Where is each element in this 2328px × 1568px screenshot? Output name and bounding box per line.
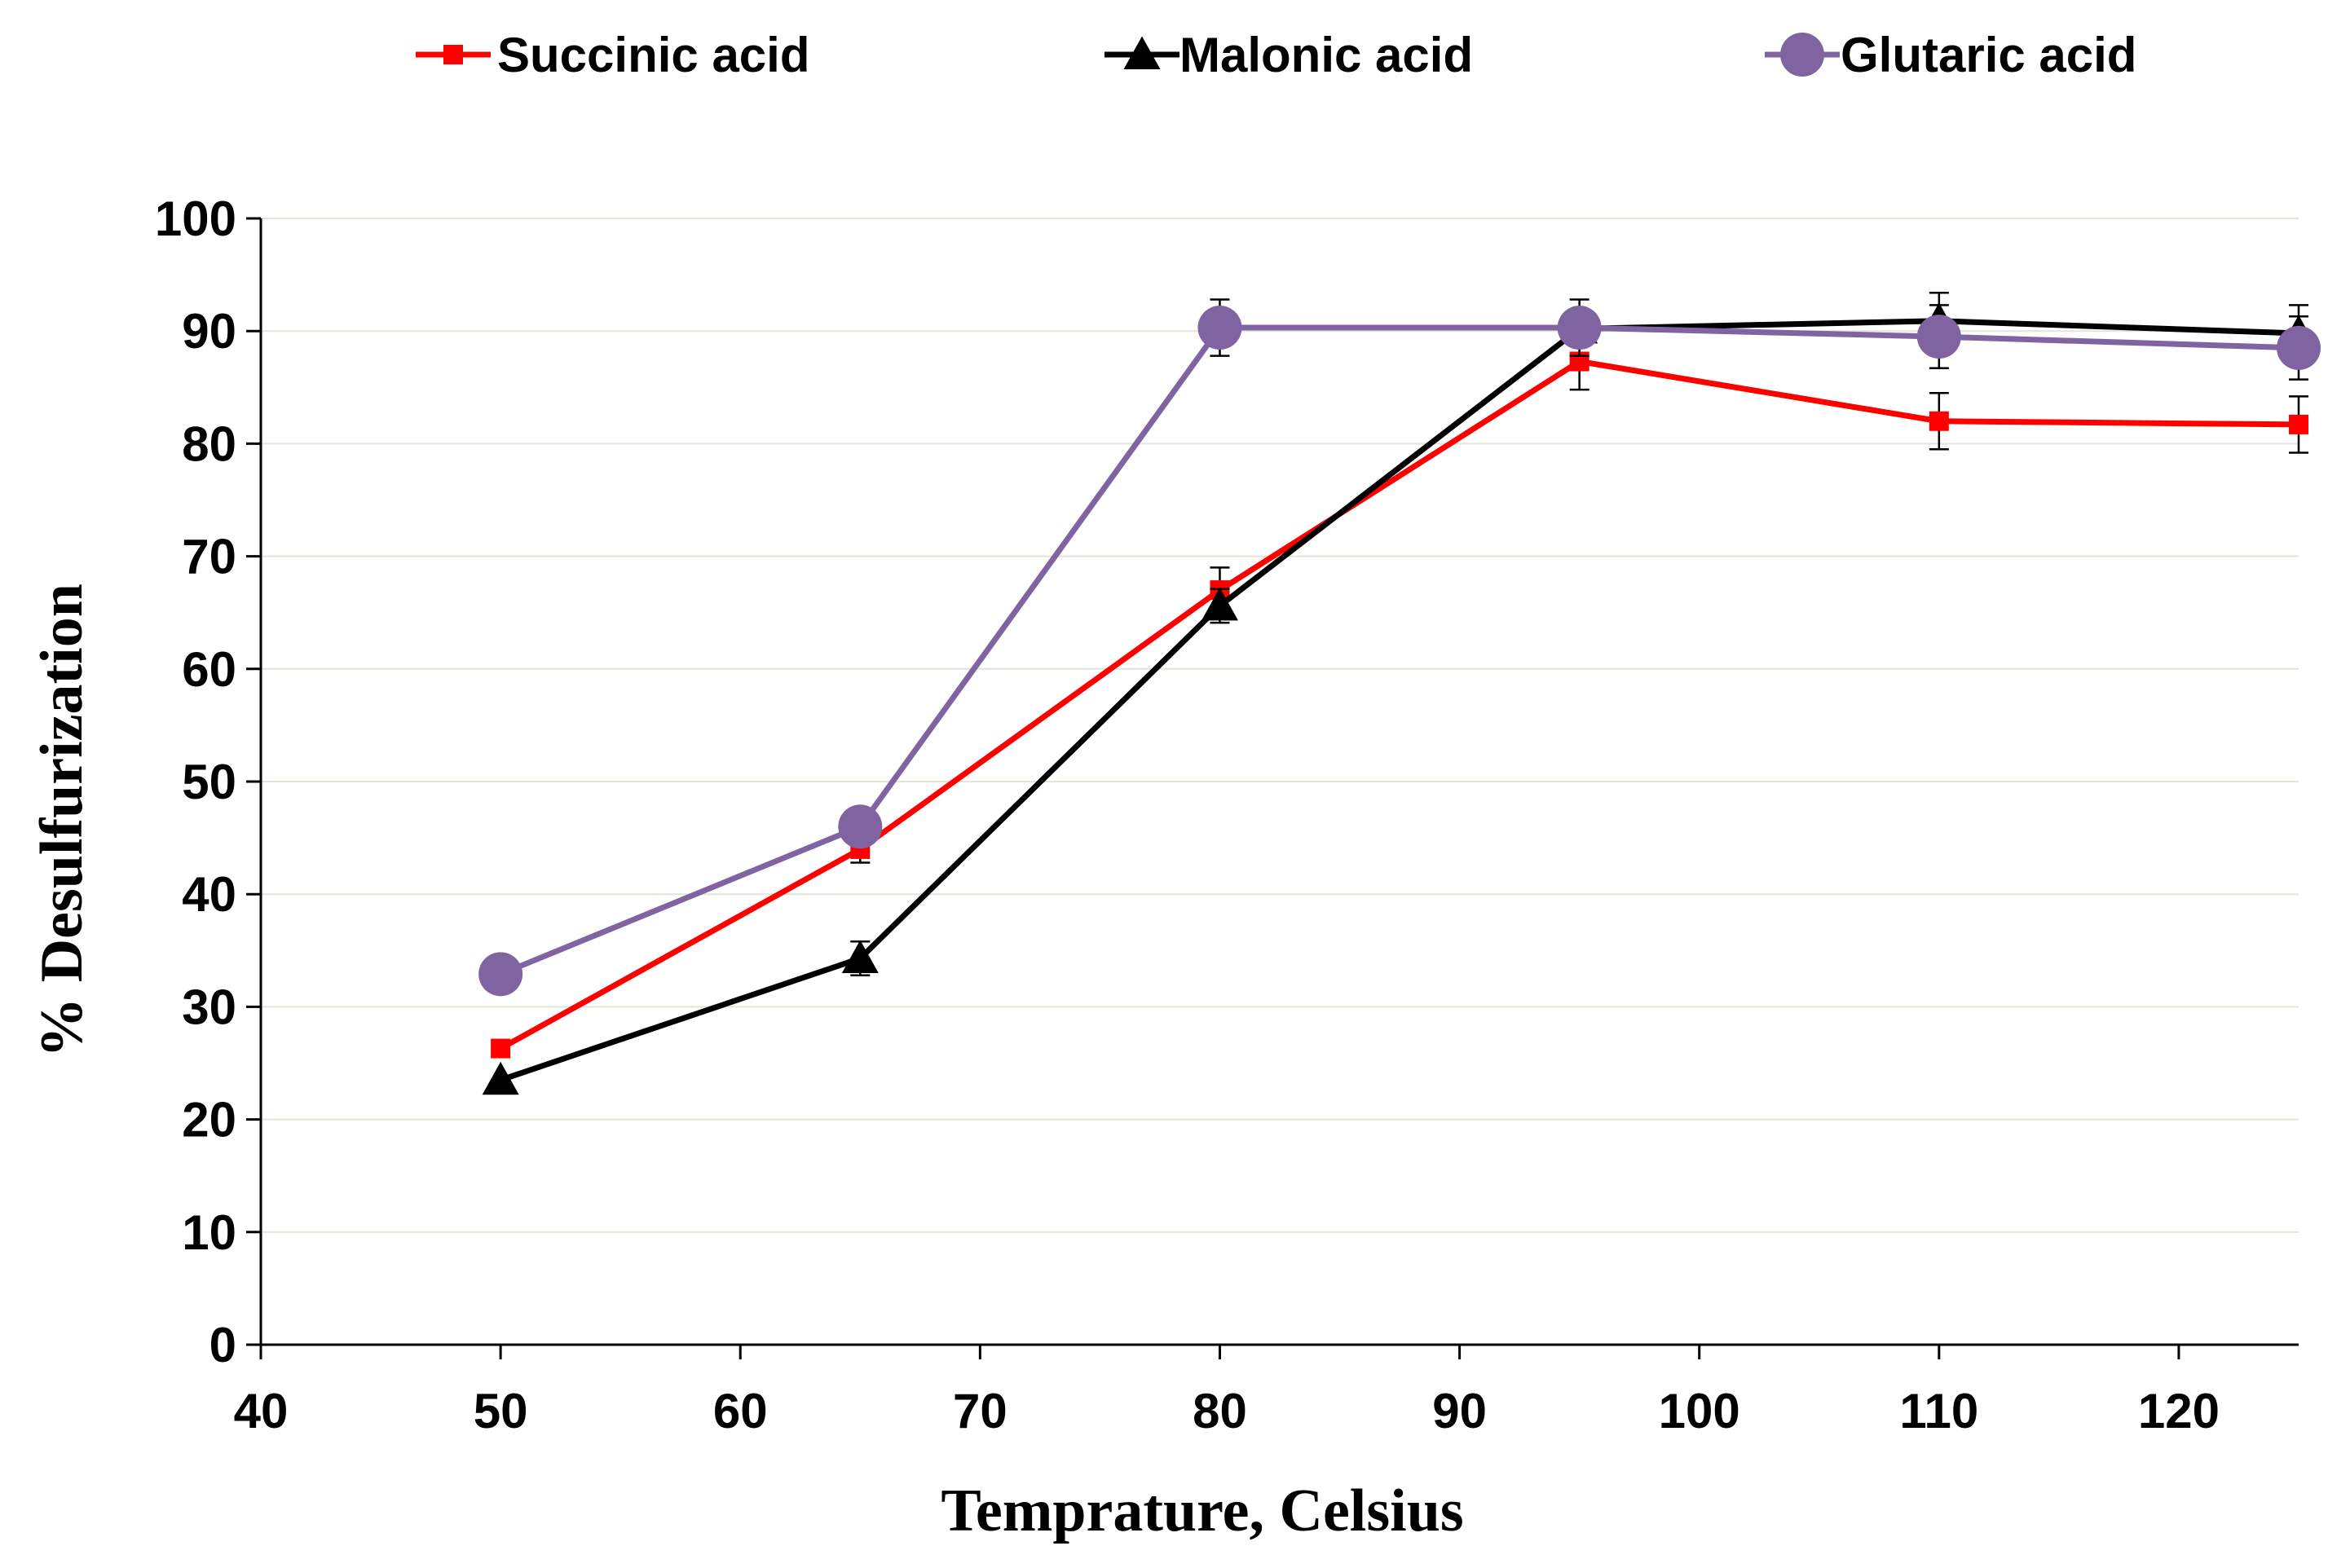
series-line-succinic-acid xyxy=(499,359,2299,1051)
series-line-glutaric-acid xyxy=(499,324,2299,977)
point-glutaric-acid-80 xyxy=(1197,306,1242,350)
legend-marker-succinic-acid xyxy=(443,45,463,64)
legend-item-succinic-acid: Succinic acid xyxy=(416,28,810,82)
y-tick-label-100: 100 xyxy=(155,192,236,246)
x-tick-label-90: 90 xyxy=(1432,1384,1487,1438)
point-malonic-acid-50 xyxy=(482,1061,519,1095)
axes: 0 10 20 30 40 50 60 70 80 90 100 40 50 60 70 80 90 100 110… xyxy=(155,192,2299,1438)
y-tick-label-90: 90 xyxy=(182,304,236,359)
y-tick-label-20: 20 xyxy=(182,1093,236,1147)
legend-label-succinic-acid: Succinic acid xyxy=(497,28,810,82)
x-tick-label-70: 70 xyxy=(953,1384,1007,1438)
y-tick-label-10: 10 xyxy=(182,1205,236,1260)
point-glutaric-acid-50 xyxy=(478,952,523,997)
point-glutaric-acid-65 xyxy=(838,804,883,849)
series-glutaric-acid xyxy=(478,298,2321,997)
x-axis-title: Temprature, Celsius xyxy=(941,1478,1463,1544)
point-glutaric-acid-95 xyxy=(1557,306,1602,350)
point-succinic-acid-125 xyxy=(2289,414,2308,434)
x-tick-label-40: 40 xyxy=(234,1384,289,1438)
legend: Succinic acid Malonic acid Glutaric acid xyxy=(416,28,2136,82)
x-tick-label-100: 100 xyxy=(1659,1384,1740,1438)
series-layer xyxy=(478,291,2321,1095)
y-tick-label-60: 60 xyxy=(182,642,236,697)
point-succinic-acid-50 xyxy=(491,1038,511,1059)
point-glutaric-acid-125 xyxy=(2277,325,2321,370)
grid-lines xyxy=(261,218,2299,1233)
legend-item-malonic-acid: Malonic acid xyxy=(1104,28,1473,82)
x-tick-label-50: 50 xyxy=(474,1384,528,1438)
point-malonic-acid-65 xyxy=(841,940,879,973)
point-malonic-acid-80 xyxy=(1201,587,1238,621)
y-tick-label-70: 70 xyxy=(182,530,236,584)
legend-label-malonic-acid: Malonic acid xyxy=(1179,28,1473,82)
x-tick-label-110: 110 xyxy=(1899,1384,1978,1438)
series-malonic-acid xyxy=(482,291,2317,1095)
point-succinic-acid-110 xyxy=(1929,411,1949,431)
y-tick-label-0: 0 xyxy=(209,1318,236,1372)
legend-item-glutaric-acid: Glutaric acid xyxy=(1765,28,2136,82)
legend-label-glutaric-acid: Glutaric acid xyxy=(1841,28,2136,82)
series-line-malonic-acid xyxy=(499,318,2299,1083)
y-tick-label-80: 80 xyxy=(182,416,236,471)
y-tick-label-40: 40 xyxy=(182,867,236,922)
legend-marker-glutaric-acid xyxy=(1780,33,1824,77)
x-tick-label-60: 60 xyxy=(713,1384,768,1438)
x-tick-label-80: 80 xyxy=(1193,1384,1247,1438)
y-tick-label-30: 30 xyxy=(182,980,236,1034)
legend-marker-malonic-acid xyxy=(1123,36,1161,69)
point-glutaric-acid-110 xyxy=(1916,315,1961,359)
y-axis-title: % Desulfurization xyxy=(29,584,95,1058)
y-tick-label-50: 50 xyxy=(182,755,236,809)
series-succinic-acid xyxy=(491,332,2308,1059)
x-tick-label-120: 120 xyxy=(2138,1384,2220,1438)
